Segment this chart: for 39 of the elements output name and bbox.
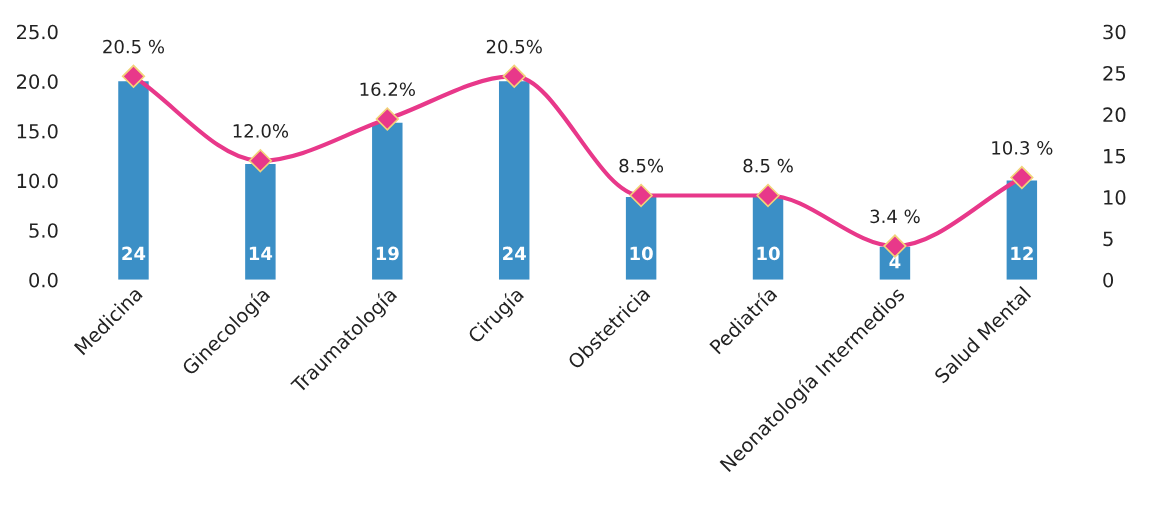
bar bbox=[498, 81, 530, 280]
point bbox=[756, 183, 780, 208]
data-label: 10 bbox=[757, 246, 780, 261]
data-label: 20.5% bbox=[486, 39, 542, 54]
data-label: 19 bbox=[376, 246, 399, 261]
data-label: 8.5% bbox=[619, 158, 664, 173]
data-label: 12.0% bbox=[233, 124, 289, 138]
y2-tick-label: 5 bbox=[1103, 231, 1113, 247]
data-label: 10 bbox=[630, 246, 653, 261]
point bbox=[375, 107, 399, 131]
y-tick-label: 10.0 bbox=[17, 173, 58, 189]
data-label: 16.2% bbox=[360, 82, 415, 97]
y2-tick-label: 10 bbox=[1104, 190, 1126, 205]
point bbox=[502, 64, 526, 88]
y-tick-label: 20.0 bbox=[17, 74, 58, 89]
bar bbox=[245, 164, 276, 280]
y-tick-label: 0.0 bbox=[29, 272, 58, 288]
y2-tick-label: 25 bbox=[1103, 66, 1126, 81]
y2-tick-label: 15 bbox=[1104, 148, 1126, 164]
y-tick-label: 25.0 bbox=[17, 24, 58, 40]
y-tick-label: 15.0 bbox=[17, 123, 58, 139]
data-label: 24 bbox=[122, 246, 146, 261]
data-label: 8.5 % bbox=[743, 158, 793, 173]
data-label: 12 bbox=[1011, 246, 1033, 261]
y2-tick-label: 20 bbox=[1103, 107, 1126, 123]
point bbox=[121, 64, 146, 88]
y2-tick-label: 0 bbox=[1103, 272, 1114, 288]
point bbox=[248, 149, 273, 173]
bar bbox=[372, 122, 403, 280]
data-label: 3.4 % bbox=[870, 209, 920, 224]
bar bbox=[118, 81, 149, 280]
y2-tick-label: 30 bbox=[1103, 24, 1126, 40]
y-tick-label: 5.0 bbox=[29, 223, 58, 238]
data-label: 14 bbox=[249, 246, 273, 261]
point bbox=[629, 183, 653, 208]
data-label: 10.3 % bbox=[992, 141, 1053, 155]
data-label: 24 bbox=[503, 246, 526, 261]
data-label: 20.5 % bbox=[103, 39, 165, 54]
point bbox=[1010, 165, 1034, 190]
